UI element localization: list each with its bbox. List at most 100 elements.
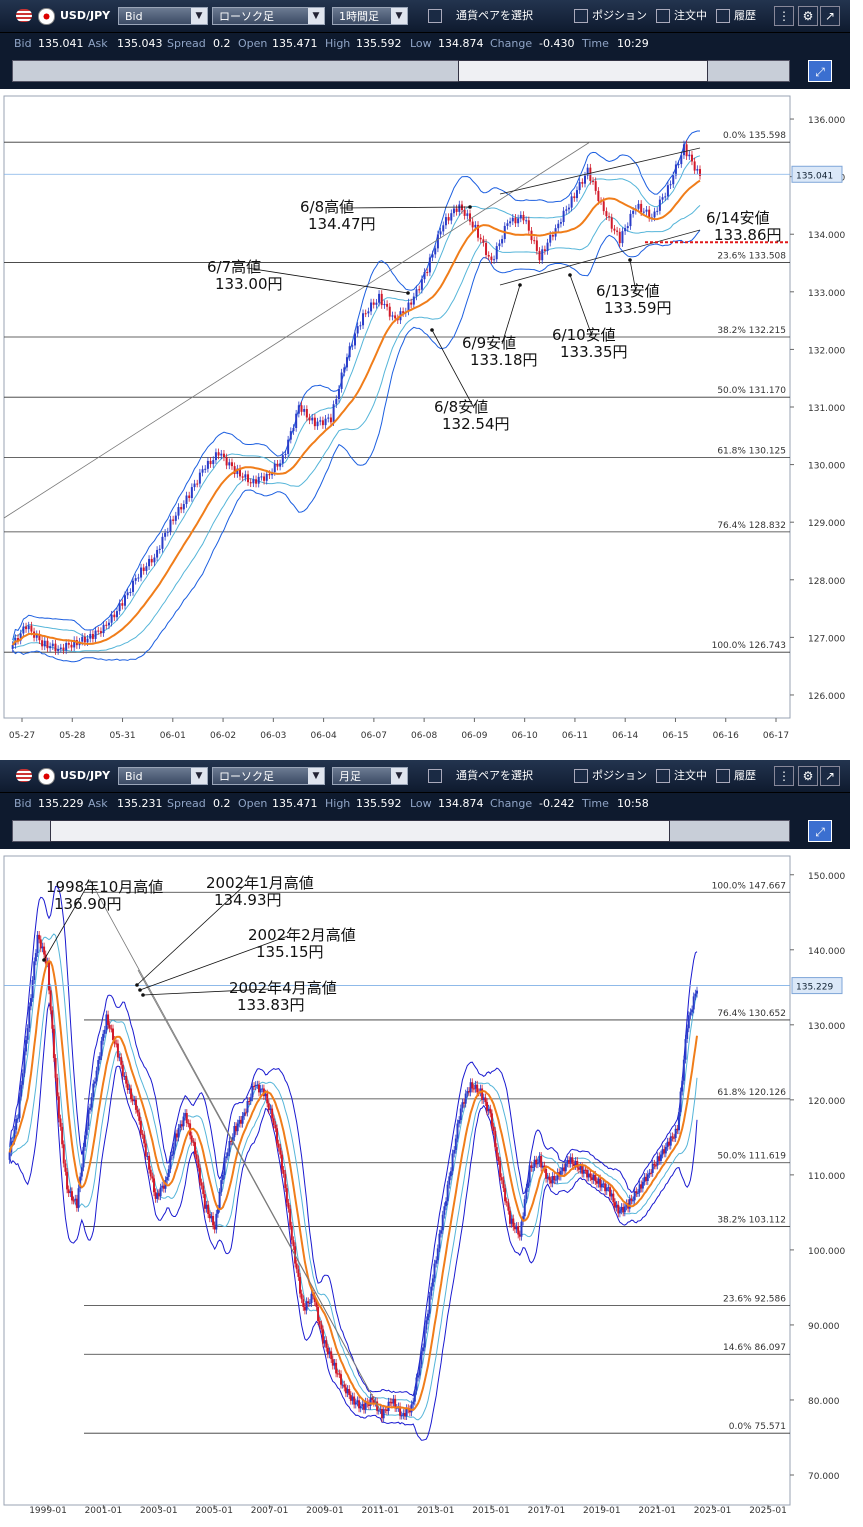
fib-label: 23.6% 92.586 [723, 1295, 786, 1305]
annotation-arrow [431, 329, 475, 409]
candle-body [638, 1184, 641, 1193]
candle-body [222, 453, 225, 458]
chevron-down-icon: ▼ [308, 8, 324, 24]
candle-body [356, 1400, 359, 1403]
candle-body [541, 249, 544, 261]
candle-body [115, 1043, 118, 1045]
candle-body [458, 1120, 461, 1124]
candle-body [244, 1112, 247, 1114]
candle-body [217, 452, 220, 456]
chart-type-select[interactable]: ローソク足 ▼ [212, 7, 325, 25]
candle-body [51, 1010, 54, 1029]
candle-body [545, 1168, 548, 1179]
candle-body [442, 225, 445, 232]
candle-body [134, 1099, 137, 1110]
chevron-down-icon: ▼ [308, 768, 324, 784]
candle-body [372, 302, 375, 305]
timeframe-select[interactable]: 1時間足 ▼ [332, 7, 408, 25]
candle-body [343, 1384, 346, 1388]
orders-checkbox[interactable]: 注文中 [656, 767, 707, 785]
candle-body [83, 636, 86, 643]
candle-body [431, 1278, 434, 1287]
candle-body [276, 463, 279, 467]
candle-body [666, 1141, 669, 1147]
candle-body [97, 630, 100, 632]
chart-type-select[interactable]: ローソク足 ▼ [212, 767, 325, 785]
candle-body [153, 557, 156, 563]
candle-body [682, 144, 685, 156]
candle-body [105, 624, 108, 626]
jp-flag-icon [38, 8, 55, 25]
pair-select-checkbox[interactable]: 通貨ペアを選択 [428, 767, 533, 785]
gear-icon[interactable]: ⚙ [798, 6, 818, 26]
candle-body [604, 1183, 607, 1192]
x-tick-label: 2025-01 [749, 1506, 787, 1516]
drawing-tools-icon[interactable]: ⋮ [774, 6, 794, 26]
candle-body [635, 1191, 638, 1194]
candle-body [331, 1359, 334, 1366]
candle-body [640, 203, 643, 213]
candle-body [422, 1347, 425, 1352]
candle-body [549, 1180, 552, 1184]
candle-body [329, 417, 332, 423]
candle-body [461, 1102, 464, 1109]
candle-body [120, 1057, 123, 1065]
candle-body [654, 1165, 657, 1167]
candle-body [540, 1155, 543, 1168]
candle-body [241, 1115, 244, 1124]
history-checkbox[interactable]: 履歴 [716, 767, 756, 785]
candle-body [685, 144, 688, 157]
candle-body [95, 1070, 98, 1082]
candle-body [228, 1141, 231, 1153]
candle-body [472, 1088, 475, 1090]
candle-body [107, 622, 110, 626]
candle-body [581, 1166, 584, 1174]
candle-body [436, 234, 439, 249]
gear-icon[interactable]: ⚙ [798, 766, 818, 786]
candle-body [70, 1191, 73, 1201]
position-checkbox[interactable]: ポジション [574, 767, 647, 785]
candle-body [687, 1015, 690, 1029]
candle-body [358, 1400, 361, 1409]
candle-body [118, 603, 121, 612]
x-tick-label: 2017-01 [528, 1506, 566, 1516]
navigator-window[interactable] [458, 60, 708, 82]
candle-body [447, 217, 450, 221]
orders-checkbox[interactable]: 注文中 [656, 7, 707, 25]
position-checkbox[interactable]: ポジション [574, 7, 647, 25]
history-checkbox[interactable]: 履歴 [716, 7, 756, 25]
candle-body [320, 1324, 323, 1330]
annotation-value: 132.54円 [442, 415, 510, 433]
channel-line [3, 141, 591, 519]
annotation-arrow [142, 988, 270, 996]
candle-body [571, 1157, 574, 1164]
candle-body [62, 1144, 65, 1164]
candle-body [490, 256, 493, 261]
candle-body [300, 405, 303, 412]
candle-body [615, 1204, 618, 1208]
price-type-select[interactable]: Bid ▼ [118, 7, 208, 25]
timeframe-select[interactable]: 月足 ▼ [332, 767, 408, 785]
candle-body [575, 190, 578, 199]
navigator-window[interactable] [50, 820, 670, 842]
drawing-tools-icon[interactable]: ⋮ [774, 766, 794, 786]
annotation-arrowhead [141, 993, 145, 997]
candle-body [332, 404, 335, 423]
fib-label: 61.8% 120.126 [717, 1088, 786, 1098]
zoom-button[interactable]: ⤢ [808, 820, 832, 842]
candle-body [648, 209, 651, 219]
popout-icon[interactable]: ↗ [820, 766, 840, 786]
navigator-bar: ⤢ [0, 55, 850, 89]
jp-flag-icon [38, 768, 55, 785]
y-tick-label: 90.000 [808, 1322, 840, 1332]
candle-body [573, 196, 576, 199]
x-tick-label: 06-04 [311, 731, 337, 740]
candle-body [303, 409, 306, 412]
candle-body [621, 231, 624, 244]
x-tick-label: 2011-01 [362, 1506, 400, 1516]
zoom-button[interactable]: ⤢ [808, 60, 832, 82]
pair-select-checkbox[interactable]: 通貨ペアを選択 [428, 7, 533, 25]
price-type-select[interactable]: Bid ▼ [118, 767, 208, 785]
candle-body [324, 418, 327, 426]
popout-icon[interactable]: ↗ [820, 6, 840, 26]
